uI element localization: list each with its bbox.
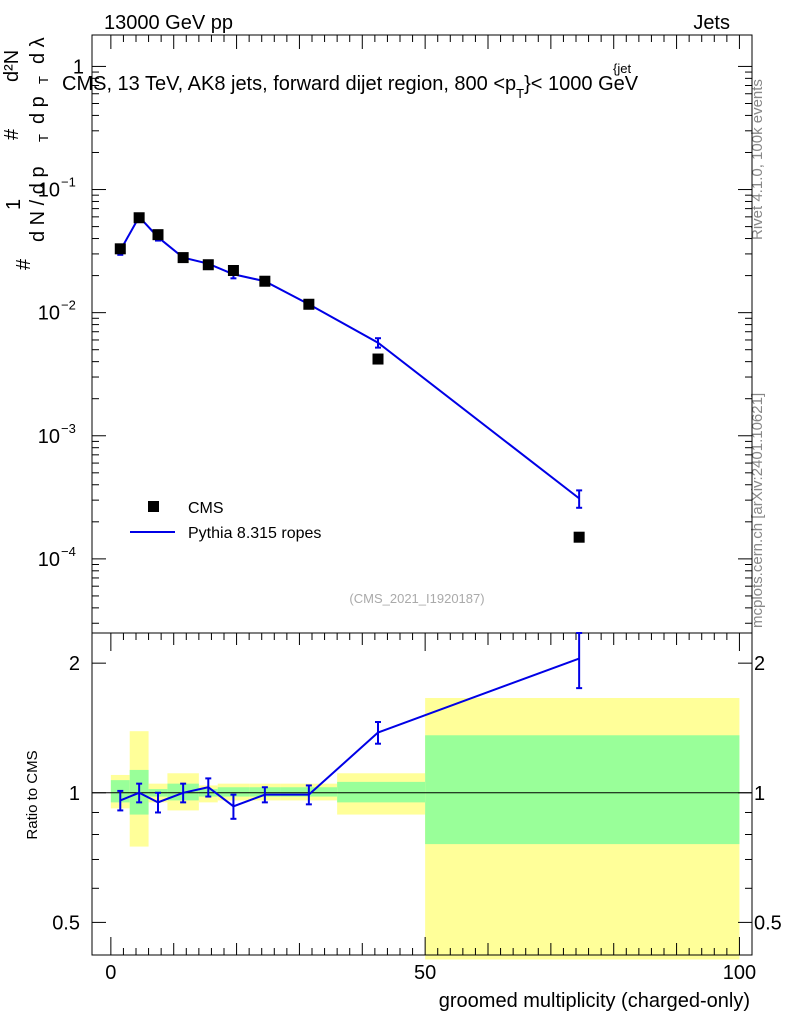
- cms-data-point: [303, 298, 315, 310]
- main-ytick-label: 10: [38, 549, 60, 571]
- ylabel-dpt: d p: [27, 96, 49, 124]
- main-ylabel: # 1 d N / d p T # d²N d p T d λ: [1, 37, 51, 270]
- main-ytick-label: 10: [38, 180, 60, 202]
- main-series: [114, 212, 585, 543]
- title-sub-T: T: [516, 86, 524, 101]
- ratio-stat-band: [425, 735, 740, 845]
- ratio-ytick-label-right: 0.5: [754, 912, 782, 934]
- ylabel-hash2: #: [1, 128, 23, 140]
- legend-mc-label: Pythia 8.315 ropes: [188, 525, 321, 542]
- ratio-xtick-label: 0: [105, 962, 116, 984]
- legend-cms-marker: [148, 501, 159, 512]
- ylabel-sub-t1: T: [36, 134, 51, 142]
- main-ytick-label-plain: 1: [73, 56, 84, 78]
- energy-label: 13000 GeV pp: [104, 12, 233, 34]
- rivet-label: Rivet 4.1.0, 100k events: [749, 79, 766, 240]
- ratio-ytick-label: 0.5: [52, 912, 80, 934]
- title-main: CMS, 13 TeV, AK8 jets, forward dijet reg…: [62, 73, 516, 95]
- ratio-stat-band: [217, 787, 250, 797]
- ylabel-d2n: d²N: [1, 50, 23, 82]
- cms-data-point: [202, 259, 214, 271]
- ratio-ytick-label-right: 1: [754, 783, 765, 805]
- main-ytick-label: 10: [38, 426, 60, 448]
- cms-data-point: [152, 229, 164, 241]
- title-end: }< 1000 GeV: [524, 73, 639, 95]
- main-ytick-label: 10: [38, 303, 60, 325]
- main-frame: [91, 34, 753, 634]
- category-label: Jets: [693, 12, 730, 34]
- cms-data-point: [227, 264, 239, 276]
- main-axes: 10 −110 −210 −310 −41: [38, 34, 753, 634]
- ratio-xtick-label: 50: [414, 962, 436, 984]
- ratio-mc-line: [119, 657, 580, 808]
- ylabel-sub-t2: T: [36, 76, 51, 84]
- ratio-ytick-label: 2: [69, 653, 80, 675]
- ylabel-dn-dpt: d N / d p: [27, 166, 49, 242]
- ratio-ytick-label-right: 2: [754, 653, 765, 675]
- ratio-frame: [91, 632, 753, 956]
- ratio-ytick-label: 1: [69, 783, 80, 805]
- title-sup-jet: {jet: [613, 61, 631, 76]
- mcplots-label: mcplots.cern.ch [arXiv:2401.10621]: [749, 393, 766, 628]
- main-ytick-exp: −1: [61, 175, 76, 190]
- ratio-ylabel: Ratio to CMS: [24, 750, 41, 839]
- main-ytick-exp: −4: [61, 544, 76, 559]
- ylabel-one: 1: [3, 199, 25, 210]
- analysis-id: (CMS_2021_I1920187): [349, 591, 484, 606]
- ratio-axes: 0.5 0.5 1 1 2 2 0 50 100: [52, 632, 782, 984]
- ylabel-dlam: d λ: [27, 37, 49, 64]
- xlabel: groomed multiplicity (charged-only): [439, 990, 750, 1012]
- cms-data-point: [177, 252, 189, 264]
- ratio-xtick-label: 100: [723, 962, 756, 984]
- cms-data-point: [114, 243, 126, 255]
- main-ytick-exp: −3: [61, 421, 76, 436]
- ylabel-hash1: #: [13, 258, 35, 270]
- ratio-bands: [110, 698, 740, 960]
- cms-data-point: [133, 212, 145, 224]
- cms-data-point: [259, 275, 271, 287]
- mc-line: [119, 215, 580, 500]
- ratio-series: [117, 632, 583, 820]
- cms-data-point: [573, 531, 585, 543]
- ratio-stat-band: [337, 781, 426, 803]
- plot-title: CMS, 13 TeV, AK8 jets, forward dijet reg…: [62, 73, 639, 101]
- cms-data-point: [372, 353, 384, 365]
- legend-cms-label: CMS: [188, 500, 224, 517]
- main-ytick-exp: −2: [61, 298, 76, 313]
